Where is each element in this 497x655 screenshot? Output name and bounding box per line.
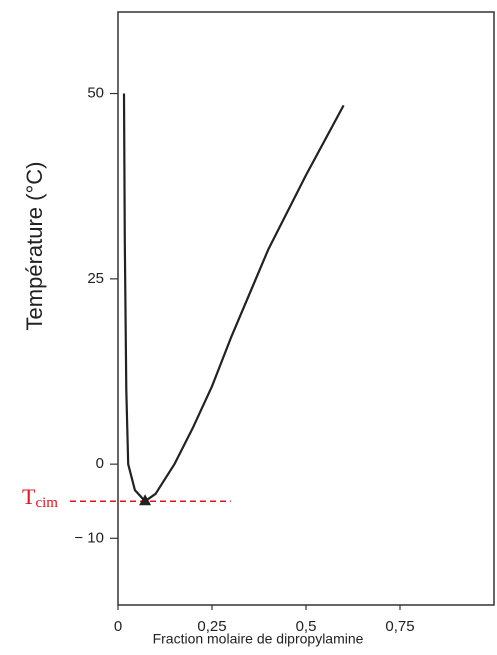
x-tick-label: 0,75 (385, 618, 414, 635)
x-tick-label: 0 (114, 618, 122, 635)
tcim-main: T (22, 484, 36, 509)
x-axis-label: Fraction molaire de dipropylamine (153, 631, 364, 647)
curve (122, 93, 345, 503)
x-tick-label: 0,25 (197, 618, 226, 635)
tcim-sub: cim (35, 496, 58, 512)
x-tick-label: 0,5 (296, 618, 317, 635)
y-tick-label: 25 (87, 270, 104, 287)
plot-frame (117, 11, 495, 606)
y-tick-label: 0 (96, 455, 104, 472)
y-tick-label: − 10 (74, 529, 104, 546)
tcim-label: Tcim (22, 484, 58, 511)
y-tick-label: 50 (87, 85, 104, 102)
min-marker (139, 494, 152, 506)
y-axis-label: Température (°C) (22, 162, 47, 331)
